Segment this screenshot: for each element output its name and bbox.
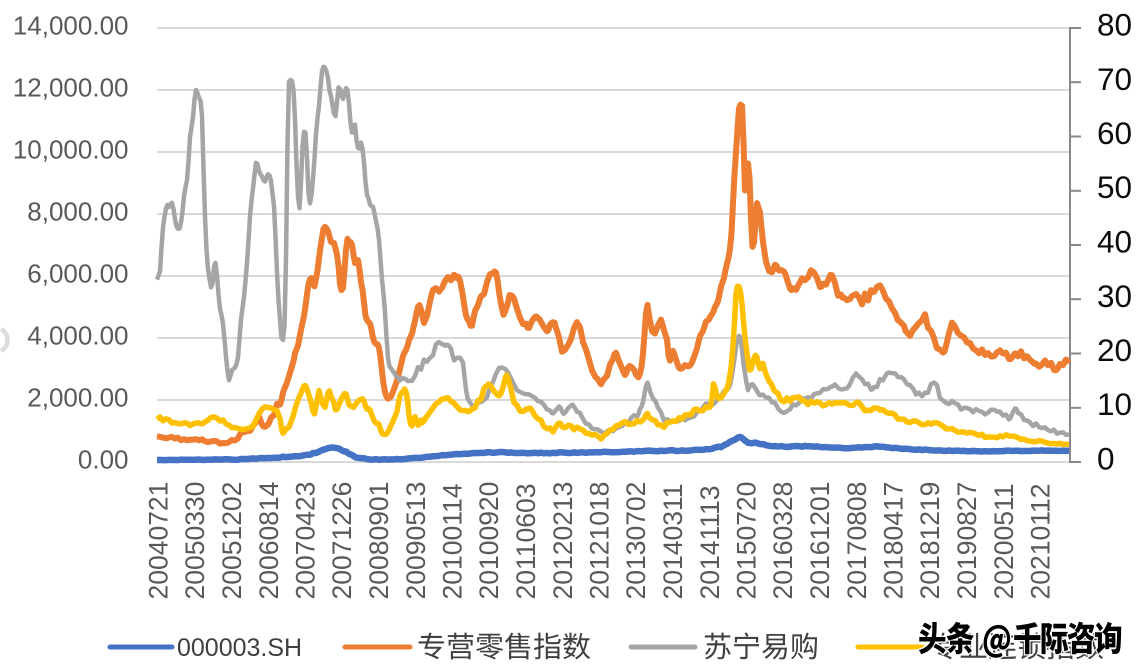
svg-text:80: 80 — [1097, 7, 1132, 43]
svg-text:6,000.00: 6,000.00 — [27, 259, 128, 289]
svg-text:70: 70 — [1097, 61, 1132, 97]
svg-text:20170808: 20170808 — [842, 482, 872, 600]
svg-text:20190827: 20190827 — [952, 482, 982, 600]
svg-text:20130702: 20130702 — [621, 482, 651, 600]
svg-text:40: 40 — [1097, 224, 1132, 260]
svg-text:20051202: 20051202 — [217, 482, 247, 600]
svg-text:20180417: 20180417 — [879, 482, 909, 600]
svg-text:30: 30 — [1097, 278, 1132, 314]
svg-text:20100920: 20100920 — [474, 482, 504, 600]
svg-text:60: 60 — [1097, 115, 1132, 151]
svg-text:20160328: 20160328 — [768, 482, 798, 600]
svg-text:20100114: 20100114 — [438, 484, 468, 600]
svg-text:20040721: 20040721 — [144, 482, 174, 600]
svg-text:10: 10 — [1097, 386, 1132, 422]
svg-text:10,000.00: 10,000.00 — [13, 135, 129, 165]
svg-text:000003.SH: 000003.SH — [177, 634, 302, 662]
svg-text:20181219: 20181219 — [915, 482, 945, 600]
svg-text:20070423: 20070423 — [291, 482, 321, 600]
svg-text:20140311: 20140311 — [658, 484, 688, 600]
svg-text:8,000.00: 8,000.00 — [27, 197, 128, 227]
svg-text:20120213: 20120213 — [548, 482, 578, 600]
svg-text:20150720: 20150720 — [732, 482, 762, 600]
svg-text:20161201: 20161201 — [805, 482, 835, 600]
svg-text:20090513: 20090513 — [401, 482, 431, 600]
svg-text:4,000.00: 4,000.00 — [27, 321, 128, 351]
svg-text:20071226: 20071226 — [327, 482, 357, 600]
svg-text:0.00: 0.00 — [78, 445, 129, 475]
svg-text:2,000.00: 2,000.00 — [27, 383, 128, 413]
svg-text:0: 0 — [1097, 441, 1115, 477]
svg-text:20060814: 20060814 — [254, 482, 284, 600]
svg-text:20121018: 20121018 — [585, 482, 615, 600]
svg-text:20080901: 20080901 — [364, 482, 394, 600]
svg-text:12,000.00: 12,000.00 — [13, 73, 129, 103]
svg-text:14,000.00: 14,000.00 — [13, 11, 129, 41]
svg-text:20200511: 20200511 — [989, 484, 1019, 600]
svg-text:20: 20 — [1097, 332, 1132, 368]
svg-text:20141113: 20141113 — [695, 486, 725, 600]
svg-text:20050330: 20050330 — [180, 482, 210, 600]
svg-text:50: 50 — [1097, 169, 1132, 205]
svg-text:20110603: 20110603 — [511, 484, 541, 600]
svg-text:20210112: 20210112 — [1026, 484, 1056, 600]
